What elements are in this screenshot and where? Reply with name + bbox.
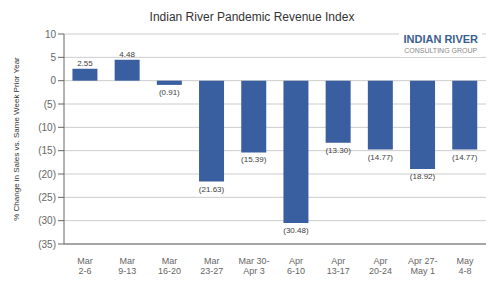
svg-text:(20): (20) [38, 169, 56, 180]
svg-text:10: 10 [45, 29, 57, 40]
svg-text:(14.77): (14.77) [368, 153, 394, 162]
svg-text:5: 5 [50, 52, 56, 63]
svg-text:(15.39): (15.39) [241, 155, 267, 164]
svg-text:Mar16-20: Mar16-20 [158, 256, 181, 276]
svg-text:May4-8: May4-8 [456, 256, 474, 276]
svg-text:(0.91): (0.91) [159, 88, 180, 97]
svg-text:Mar2-6: Mar2-6 [77, 256, 93, 276]
svg-text:(30.48): (30.48) [283, 226, 309, 235]
svg-text:2.55: 2.55 [77, 59, 93, 68]
svg-text:(30): (30) [38, 215, 56, 226]
svg-text:(13.30): (13.30) [325, 146, 351, 155]
svg-text:(14.77): (14.77) [452, 153, 478, 162]
svg-text:Apr20-24: Apr20-24 [369, 256, 392, 276]
svg-text:(5): (5) [44, 99, 56, 110]
svg-text:% Change in Sales vs. Same Wee: % Change in Sales vs. Same Week Prior Ye… [12, 57, 21, 221]
svg-text:0: 0 [50, 75, 56, 86]
svg-text:Apr13-17: Apr13-17 [327, 256, 350, 276]
html-text:Indian River Pandemic Revenue: Indian River Pandemic Revenue Index [149, 10, 355, 24]
svg-text:4.48: 4.48 [119, 50, 135, 59]
svg-text:Mar9-13: Mar9-13 [118, 256, 136, 276]
svg-text:(18.92): (18.92) [410, 172, 436, 181]
html-text:INDIAN RIVER: INDIAN RIVER [403, 33, 478, 45]
svg-text:(25): (25) [38, 192, 56, 203]
svg-text:(35): (35) [38, 239, 56, 250]
svg-text:(21.63): (21.63) [199, 185, 225, 194]
svg-text:Apr6-10: Apr6-10 [287, 256, 305, 276]
html-text:CONSULTING GROUP: CONSULTING GROUP [404, 47, 478, 54]
svg-text:Mar 30-Apr 3: Mar 30-Apr 3 [238, 256, 269, 276]
svg-text:(15): (15) [38, 145, 56, 156]
svg-text:(10): (10) [38, 122, 56, 133]
svg-text:Mar23-27: Mar23-27 [200, 256, 223, 276]
svg-text:Apr 27-May 1: Apr 27-May 1 [408, 256, 438, 276]
